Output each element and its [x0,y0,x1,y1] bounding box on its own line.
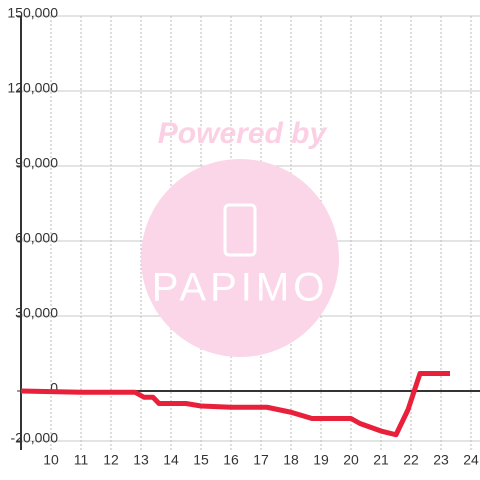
y-tick-label: 150,000 [7,5,58,21]
x-tick-label: 17 [253,452,269,468]
series-line [20,371,450,438]
x-tick-label: 21 [373,452,389,468]
y-tick-label: 0 [50,380,58,396]
x-tick-label: 10 [43,452,59,468]
x-tick-label: 23 [433,452,449,468]
y-tick-label: 90,000 [15,155,58,171]
y-tick-label: 30,000 [15,305,58,321]
x-tick-label: 24 [463,452,479,468]
y-tick-label: 120,000 [7,80,58,96]
x-tick-label: 18 [283,452,299,468]
x-tick-label: 13 [133,452,149,468]
watermark-phone [223,203,257,257]
watermark-text: Powered by [158,117,328,150]
x-tick-label: 12 [103,452,119,468]
x-tick-label: 19 [313,452,329,468]
x-tick-label: 16 [223,452,239,468]
x-tick-label: 22 [403,452,419,468]
x-tick-label: 20 [343,452,359,468]
x-tick-label: 11 [74,452,89,468]
y-tick-label: 60,000 [15,230,58,246]
x-tick-label: 15 [193,452,209,468]
watermark-circle [141,159,339,357]
x-tick-label: 14 [163,452,179,468]
watermark-logo: PAPIMO [152,266,329,310]
y-tick-label: -20,000 [11,430,59,446]
watermark: Powered by PAPIMO [141,117,339,357]
